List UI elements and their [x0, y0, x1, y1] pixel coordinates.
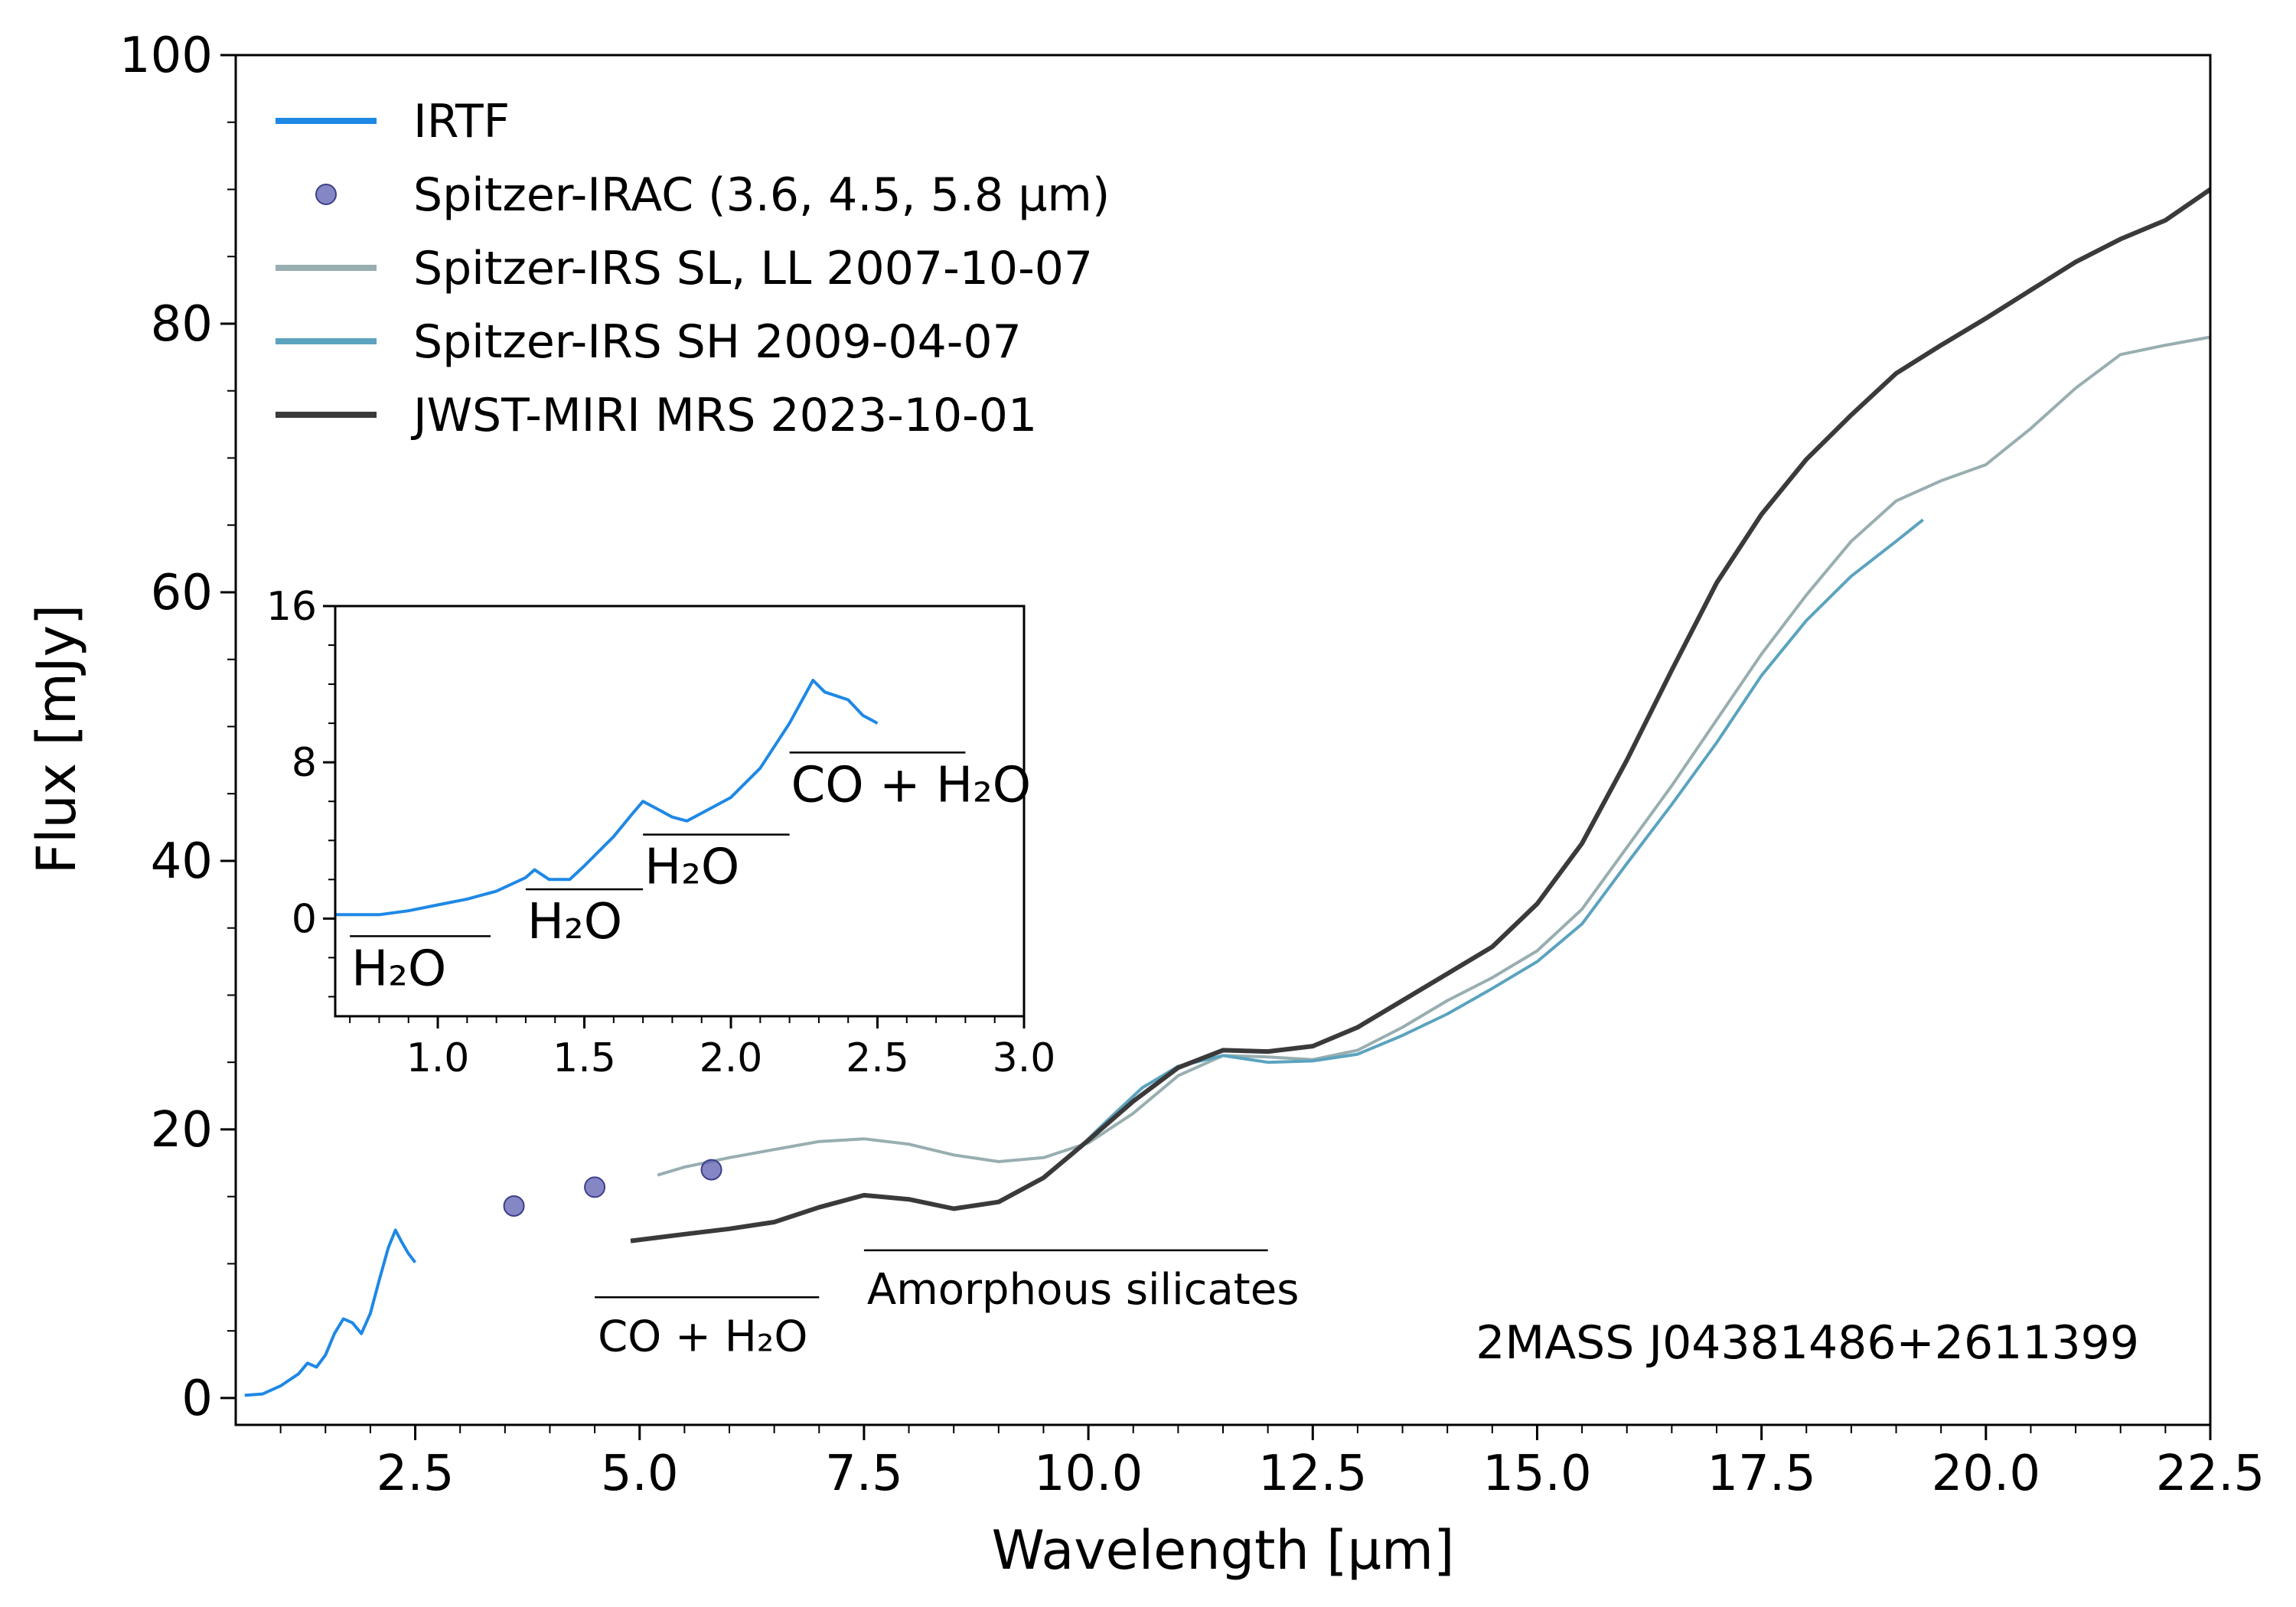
inset-x-tick-label: 1.0 [406, 1035, 470, 1081]
legend: IRTF Spitzer-IRAC (3.6, 4.5, 5.8 μm) Spitz… [276, 95, 1110, 442]
inset-x-tick-label: 2.5 [846, 1035, 909, 1081]
x-axis-title: Wavelength [μm] [992, 1519, 1455, 1582]
inset-background [335, 606, 1024, 1016]
main-series-layer [244, 187, 2212, 1397]
series-line-jwst-miri-mrs-2023-10-01 [630, 187, 2212, 1244]
target-name: 2MASS J04381486+2611399 [1476, 1316, 2139, 1370]
inset-band-label: H₂O [527, 894, 622, 950]
inset-band-label: H₂O [644, 839, 739, 896]
legend-label: Spitzer-IRS SH 2009-04-07 [413, 315, 1022, 369]
y-axis: 0 20 40 60 80 100 [119, 28, 236, 1427]
x-tick-label: 15.0 [1482, 1446, 1592, 1502]
legend-label: Spitzer-IRS SL, LL 2007-10-07 [413, 242, 1093, 295]
x-tick-label: 10.0 [1034, 1446, 1143, 1502]
x-tick-label: 5.0 [601, 1446, 679, 1502]
legend-swatch-marker [315, 184, 337, 205]
legend-label: JWST-MIRI MRS 2023-10-01 [410, 389, 1037, 442]
inset-band-label: H₂O [351, 940, 446, 997]
irac-point [584, 1176, 606, 1198]
y-tick-label: 0 [181, 1371, 213, 1427]
legend-label: Spitzer-IRAC (3.6, 4.5, 5.8 μm) [413, 168, 1110, 222]
inset-x-tick-label: 1.5 [553, 1035, 616, 1081]
inset-x-tick-label: 3.0 [993, 1035, 1056, 1081]
y-tick-label: 40 [151, 833, 213, 890]
y-axis-title: Flux [mJy] [25, 605, 88, 875]
y-tick-label: 60 [151, 565, 213, 621]
series-line-spitzer-irs-sl-ll-2007-10-07 [657, 335, 2211, 1177]
inset-y-tick-label: 0 [292, 896, 317, 942]
annotation-label: Amorphous silicates [867, 1265, 1299, 1315]
x-tick-label: 17.5 [1707, 1446, 1816, 1502]
y-tick-label: 80 [151, 296, 213, 353]
irac-point [700, 1159, 722, 1181]
irac-points-layer [503, 1159, 722, 1217]
legend-label: IRTF [413, 95, 510, 148]
x-tick-label: 2.5 [377, 1446, 455, 1502]
x-tick-label: 20.0 [1932, 1446, 2041, 1502]
x-tick-label: 22.5 [2156, 1446, 2265, 1502]
y-tick-label: 100 [119, 28, 213, 84]
x-tick-label: 12.5 [1258, 1446, 1368, 1502]
inset-frame [334, 605, 1026, 1018]
inset-x-tick-label: 2.0 [700, 1035, 763, 1081]
annotation-layer: Amorphous silicates CO + H₂O [595, 1249, 1299, 1361]
inset-band-label: CO + H₂O [791, 757, 1032, 813]
inset-plot: H₂O H₂O H₂O CO + H₂O 1.0 1.5 2.0 2.5 3.0 0 8 16 [266, 584, 1056, 1081]
x-tick-label: 7.5 [825, 1446, 903, 1502]
inset-y-tick-label: 8 [292, 740, 317, 786]
series-line-irtf [244, 1228, 417, 1397]
inset-y-tick-label: 16 [266, 584, 317, 630]
y-tick-label: 20 [151, 1102, 213, 1159]
x-axis: 2.5 5.0 7.5 10.0 12.5 15.0 17.5 20.0 22.5 [279, 1425, 2265, 1502]
inset-series-line [335, 679, 879, 917]
irac-point [503, 1195, 525, 1217]
annotation-label: CO + H₂O [598, 1312, 807, 1361]
